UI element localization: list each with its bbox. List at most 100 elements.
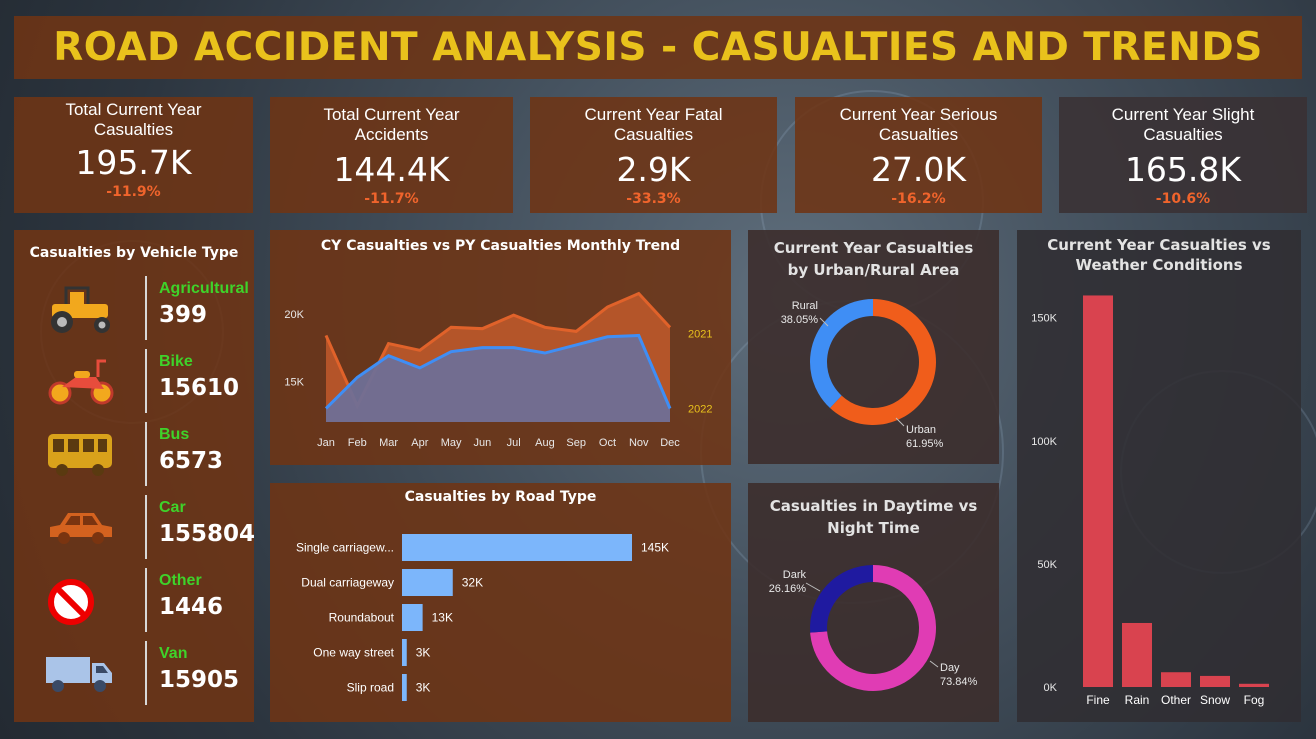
- weather-title: Current Year Casualties vs Weather Condi…: [1047, 236, 1271, 274]
- vehicle-name: Car: [159, 499, 186, 516]
- road-bar: [402, 569, 453, 596]
- weather-panel: Current Year Casualties vs Weather Condi…: [1017, 230, 1301, 722]
- vehicle-name: Agricultural: [159, 280, 249, 297]
- x-tick-label: Oct: [599, 437, 616, 449]
- dashboard-title: ROAD ACCIDENT ANALYSIS - CASUALTIES AND …: [53, 25, 1263, 70]
- kpi-card-slight-casualties[interactable]: Current Year Slight Casualties 165.8K -1…: [1059, 97, 1307, 213]
- van-icon: [46, 657, 112, 692]
- series-area-2022: [326, 335, 670, 422]
- road-category-label: Dual carriageway: [301, 576, 394, 590]
- x-tick-label: Jan: [317, 437, 335, 449]
- donut-slice-rural: [810, 299, 873, 409]
- road-bar: [402, 639, 407, 666]
- title-bar: ROAD ACCIDENT ANALYSIS - CASUALTIES AND …: [14, 16, 1302, 79]
- x-tick-label: Fine: [1086, 693, 1110, 707]
- vehicle-type-panel: Casualties by Vehicle Type Agricultural …: [14, 230, 256, 722]
- x-tick-label: Dec: [660, 437, 680, 449]
- road-value-label: 3K: [416, 681, 431, 695]
- y-tick-label: 0K: [1044, 682, 1058, 694]
- donut-category-label: Day: [940, 662, 960, 674]
- kpi-value: 144.4K: [333, 150, 450, 189]
- day-night-panel: Casualties in Daytime vs Night Time Day 7…: [748, 483, 999, 722]
- vehicle-row-car[interactable]: Car 155804: [14, 489, 256, 562]
- kpi-card-total-accidents[interactable]: Total Current Year Accidents 144.4K -11.…: [270, 97, 513, 213]
- bus-icon: [48, 434, 112, 476]
- series-line-2022: [324, 333, 672, 410]
- vehicle-row-other[interactable]: Other 1446: [14, 562, 254, 635]
- separator: [145, 422, 147, 486]
- vehicle-panel-title: Casualties by Vehicle Type: [29, 245, 239, 261]
- monthly-trend-title: CY Casualties vs PY Casualties Monthly T…: [320, 238, 681, 254]
- kpi-card-serious-casualties[interactable]: Current Year Serious Casualties 27.0K -1…: [795, 97, 1042, 213]
- x-tick-label: Fog: [1244, 693, 1265, 707]
- x-tick-label: May: [441, 437, 462, 449]
- road-bar: [402, 674, 407, 701]
- weather-bar: [1122, 622, 1152, 687]
- road-value-label: 32K: [462, 576, 483, 590]
- x-tick-label: Other: [1161, 693, 1191, 707]
- kpi-label: Current Year Slight Casualties: [1111, 105, 1255, 144]
- separator: [145, 349, 147, 413]
- urban-rural-chart[interactable]: Urban 61.95% Rural 38.05%: [748, 230, 999, 464]
- donut-category-label: Dark: [783, 569, 807, 581]
- road-bar: [402, 534, 632, 561]
- x-tick-label: Mar: [379, 437, 398, 449]
- urban-rural-panel: Current Year Casualties by Urban/Rural A…: [748, 230, 999, 464]
- day-night-chart[interactable]: Day 73.84% Dark 26.16%: [748, 483, 999, 722]
- road-category-label: Slip road: [347, 681, 394, 695]
- road-type-chart[interactable]: Single carriagew... 145K Dual carriageway 3…: [270, 483, 731, 722]
- kpi-value: 165.8K: [1124, 150, 1242, 189]
- vehicle-row-bus[interactable]: Bus 6573: [14, 416, 254, 489]
- vehicle-value: 15610: [159, 375, 240, 401]
- kpi-card-fatal-casualties[interactable]: Current Year Fatal Casualties 2.9K -33.3…: [530, 97, 777, 213]
- separator: [145, 568, 147, 632]
- kpi-value: 2.9K: [616, 150, 691, 189]
- donut-value-label: 73.84%: [940, 676, 978, 688]
- vehicle-name: Bike: [159, 353, 193, 370]
- x-tick-label: Nov: [629, 437, 649, 449]
- kpi-change: -10.6%: [1155, 191, 1211, 207]
- monthly-trend-chart[interactable]: 15K 20K Jan Feb Mar Apr May Jun Jul Aug Sep Oct Nov D…: [270, 230, 731, 465]
- series-label: 2022: [688, 403, 712, 415]
- weather-chart[interactable]: 0K 50K 100K 150K Fine Rain Other Snow Fog: [1017, 230, 1301, 722]
- vehicle-row-agricultural[interactable]: Agricultural 399: [14, 270, 254, 343]
- donut-leader-line: [819, 317, 829, 327]
- x-tick-label: Apr: [411, 437, 428, 449]
- kpi-change: -11.7%: [364, 191, 419, 207]
- kpi-change: -11.9%: [106, 184, 161, 200]
- vehicle-row-van[interactable]: Van 15905: [14, 635, 254, 708]
- x-tick-label: Snow: [1200, 693, 1230, 707]
- vehicle-row-bike[interactable]: Bike 15610: [14, 343, 254, 416]
- series-line-2021: [324, 291, 672, 410]
- kpi-change: -33.3%: [626, 191, 681, 207]
- prohibited-icon: [48, 579, 94, 625]
- vehicle-value: 399: [159, 302, 208, 328]
- separator: [145, 276, 147, 340]
- tractor-icon: [51, 286, 110, 333]
- road-type-title: Casualties by Road Type: [404, 489, 597, 505]
- donut-category-label: Urban: [906, 424, 936, 436]
- monthly-trend-panel: CY Casualties vs PY Casualties Monthly T…: [270, 230, 731, 465]
- weather-bar: [1200, 675, 1230, 687]
- vehicle-name: Van: [159, 645, 188, 662]
- x-tick-label: Jun: [473, 437, 491, 449]
- vehicle-value: 155804: [159, 521, 256, 547]
- road-type-panel: Casualties by Road Type Single carriagew…: [270, 483, 731, 722]
- motorbike-icon: [48, 359, 114, 405]
- road-category-label: One way street: [313, 646, 394, 660]
- donut-slice-dark: [810, 565, 873, 633]
- road-bar: [402, 604, 423, 631]
- kpi-value: 27.0K: [870, 150, 967, 189]
- road-value-label: 3K: [416, 646, 431, 660]
- donut-leader-line: [929, 660, 939, 668]
- road-value-label: 13K: [432, 611, 453, 625]
- car-icon: [50, 513, 112, 544]
- donut-value-label: 38.05%: [781, 314, 819, 326]
- kpi-card-total-casualties[interactable]: Total Current Year Casualties 195.7K -11…: [14, 97, 253, 213]
- kpi-label: Total Current Year Accidents: [323, 105, 460, 144]
- day-night-title: Casualties in Daytime vs Night Time: [769, 497, 978, 537]
- kpi-label: Total Current Year Casualties: [65, 100, 202, 139]
- kpi-label: Current Year Serious Casualties: [839, 105, 998, 144]
- weather-bar: [1161, 672, 1191, 687]
- x-tick-label: Aug: [535, 437, 555, 449]
